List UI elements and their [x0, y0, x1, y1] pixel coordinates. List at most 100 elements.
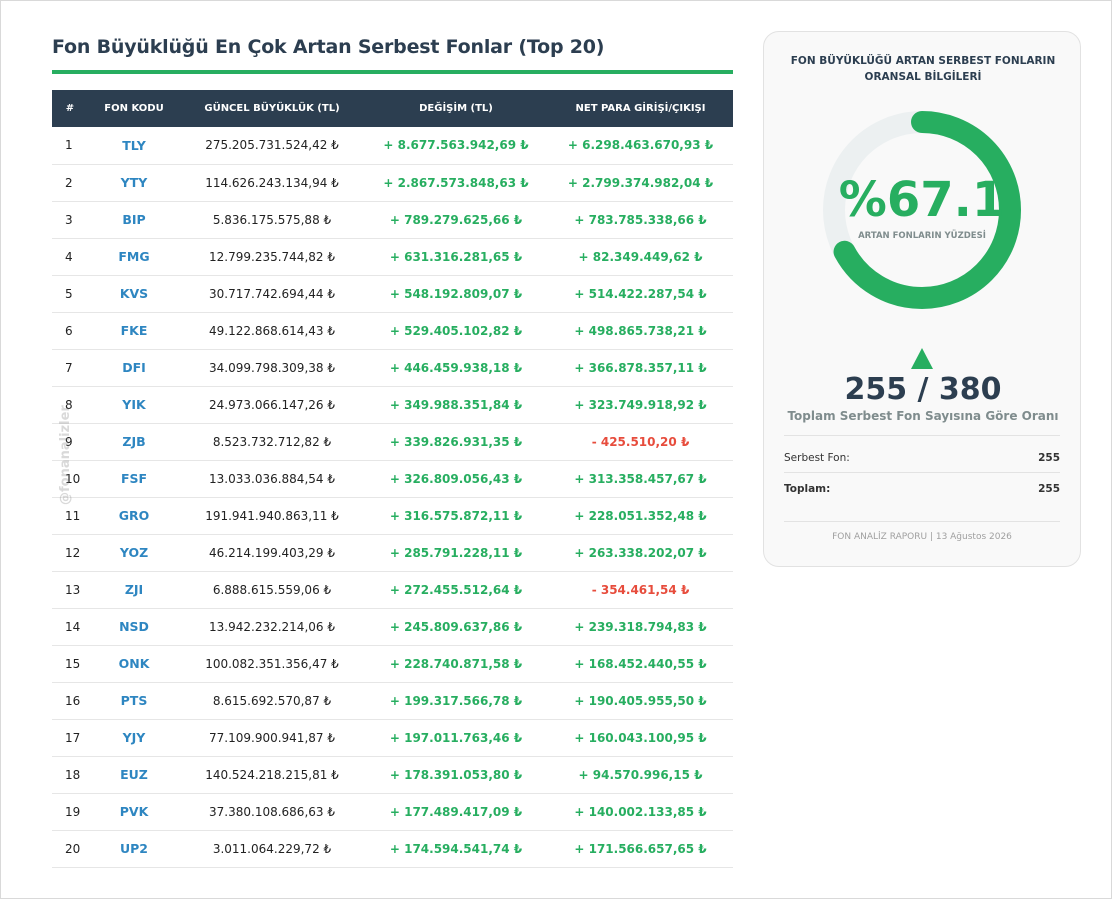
fund-code-link[interactable]: PTS	[88, 682, 180, 720]
table-row[interactable]: 20 UP2 3.011.064.229,72 ₺ + 174.594.541,74 …	[52, 830, 733, 868]
stat-row-toplam: Toplam: 255	[784, 474, 1060, 504]
card-footer: FON ANALİZ RAPORU | 13 Ağustos 2026	[832, 532, 1012, 542]
table-row[interactable]: 15 ONK 100.082.351.356,47 ₺ + 228.740.871,5…	[52, 645, 733, 683]
table-row[interactable]: 11 GRO 191.941.940.863,11 ₺ + 316.575.872,1…	[52, 497, 733, 535]
net-flow-cell: + 783.785.338,66 ₺	[548, 201, 733, 239]
net-flow-cell: + 6.298.463.670,93 ₺	[548, 127, 733, 165]
current-size-cell: 46.214.199.403,29 ₺	[180, 534, 364, 572]
row-index: 5	[52, 275, 88, 313]
net-flow-cell: + 323.749.918,92 ₺	[548, 386, 733, 424]
net-flow-cell: + 498.865.738,21 ₺	[548, 312, 733, 350]
table-row[interactable]: 8 YIK 24.973.066.147,26 ₺ + 349.988.351,84 …	[52, 386, 733, 424]
table-row[interactable]: 1 TLY 275.205.731.524,42 ₺ + 8.677.563.942,…	[52, 127, 733, 165]
row-index: 16	[52, 682, 88, 720]
net-flow-cell: + 160.043.100,95 ₺	[548, 719, 733, 757]
net-flow-cell: + 366.878.357,11 ₺	[548, 349, 733, 387]
table-body: 1 TLY 275.205.731.524,42 ₺ + 8.677.563.942,…	[52, 127, 733, 868]
change-cell: + 245.809.637,86 ₺	[364, 608, 548, 646]
net-flow-cell: + 140.002.133,85 ₺	[548, 793, 733, 831]
current-size-cell: 140.524.218.215,81 ₺	[180, 756, 364, 794]
row-index: 6	[52, 312, 88, 350]
change-cell: + 529.405.102,82 ₺	[364, 312, 548, 350]
current-size-cell: 13.033.036.884,54 ₺	[180, 460, 364, 498]
header-index[interactable]: #	[52, 90, 88, 127]
header-net-flow[interactable]: NET PARA GİRİŞİ/ÇIKIŞI	[548, 90, 733, 127]
header-change[interactable]: DEĞİŞİM (TL)	[364, 90, 548, 127]
gauge-label: ARTAN FONLARIN YÜZDESİ	[858, 231, 986, 241]
table-row[interactable]: 9 ZJB 8.523.732.712,82 ₺ + 339.826.931,35 ₺…	[52, 423, 733, 461]
gauge-progress-arc	[823, 111, 1021, 309]
fund-code-link[interactable]: BIP	[88, 201, 180, 239]
table-row[interactable]: 3 BIP 5.836.175.575,88 ₺ + 789.279.625,66 ₺…	[52, 201, 733, 239]
row-index: 4	[52, 238, 88, 276]
fund-code-link[interactable]: ONK	[88, 645, 180, 683]
row-index: 18	[52, 756, 88, 794]
row-index: 17	[52, 719, 88, 757]
current-size-cell: 100.082.351.356,47 ₺	[180, 645, 364, 683]
table-row[interactable]: 17 YJY 77.109.900.941,87 ₺ + 197.011.763,46…	[52, 719, 733, 757]
current-size-cell: 3.011.064.229,72 ₺	[180, 830, 364, 868]
table-row[interactable]: 5 KVS 30.717.742.694,44 ₺ + 548.192.809,07 …	[52, 275, 733, 313]
header-current-size[interactable]: GÜNCEL BÜYÜKLÜK (TL)	[180, 90, 364, 127]
table-row[interactable]: 7 DFI 34.099.798.309,38 ₺ + 446.459.938,18 …	[52, 349, 733, 387]
fund-code-link[interactable]: YTY	[88, 164, 180, 202]
change-cell: + 446.459.938,18 ₺	[364, 349, 548, 387]
fund-code-link[interactable]: KVS	[88, 275, 180, 313]
fund-code-link[interactable]: PVK	[88, 793, 180, 831]
row-index: 14	[52, 608, 88, 646]
current-size-cell: 6.888.615.559,06 ₺	[180, 571, 364, 609]
current-size-cell: 34.099.798.309,38 ₺	[180, 349, 364, 387]
table-row[interactable]: 14 NSD 13.942.232.214,06 ₺ + 245.809.637,86…	[52, 608, 733, 646]
fund-code-link[interactable]: ZJB	[88, 423, 180, 461]
fund-code-link[interactable]: FMG	[88, 238, 180, 276]
gauge-percentage-value: %67.1	[838, 172, 1006, 228]
current-size-cell: 77.109.900.941,87 ₺	[180, 719, 364, 757]
fund-code-link[interactable]: FSF	[88, 460, 180, 498]
ratio-value: 255 / 380	[844, 372, 1002, 407]
table-row[interactable]: 6 FKE 49.122.868.614,43 ₺ + 529.405.102,82 …	[52, 312, 733, 350]
header-fund-code[interactable]: FON KODU	[88, 90, 180, 127]
table-row[interactable]: 16 PTS 8.615.692.570,87 ₺ + 199.317.566,78 …	[52, 682, 733, 720]
fund-code-link[interactable]: YOZ	[88, 534, 180, 572]
row-index: 20	[52, 830, 88, 868]
row-index: 1	[52, 127, 88, 165]
funds-section: Fon Büyüklüğü En Çok Artan Serbest Fonla…	[52, 34, 733, 868]
table-row[interactable]: 13 ZJI 6.888.615.559,06 ₺ + 272.455.512,64 …	[52, 571, 733, 609]
table-row[interactable]: 19 PVK 37.380.108.686,63 ₺ + 177.489.417,09…	[52, 793, 733, 831]
table-row[interactable]: 4 FMG 12.799.235.744,82 ₺ + 631.316.281,65 …	[52, 238, 733, 276]
current-size-cell: 191.941.940.863,11 ₺	[180, 497, 364, 535]
net-flow-cell: + 82.349.449,62 ₺	[548, 238, 733, 276]
fund-code-link[interactable]: ZJI	[88, 571, 180, 609]
fund-code-link[interactable]: YIK	[88, 386, 180, 424]
fund-code-link[interactable]: YJY	[88, 719, 180, 757]
change-cell: + 339.826.931,35 ₺	[364, 423, 548, 461]
change-cell: + 285.791.228,11 ₺	[364, 534, 548, 572]
change-cell: + 199.317.566,78 ₺	[364, 682, 548, 720]
net-flow-cell: + 239.318.794,83 ₺	[548, 608, 733, 646]
stat-value: 255	[1038, 483, 1060, 495]
change-cell: + 228.740.871,58 ₺	[364, 645, 548, 683]
table-row[interactable]: 12 YOZ 46.214.199.403,29 ₺ + 285.791.228,11…	[52, 534, 733, 572]
change-cell: + 177.489.417,09 ₺	[364, 793, 548, 831]
fund-code-link[interactable]: GRO	[88, 497, 180, 535]
table-header-row: # FON KODU GÜNCEL BÜYÜKLÜK (TL) DEĞİŞİM …	[52, 90, 733, 127]
fund-code-link[interactable]: EUZ	[88, 756, 180, 794]
current-size-cell: 5.836.175.575,88 ₺	[180, 201, 364, 239]
fund-code-link[interactable]: DFI	[88, 349, 180, 387]
percentage-gauge	[823, 111, 1021, 309]
change-cell: + 2.867.573.848,63 ₺	[364, 164, 548, 202]
table-row[interactable]: 10 FSF 13.033.036.884,54 ₺ + 326.809.056,43…	[52, 460, 733, 498]
fund-code-link[interactable]: NSD	[88, 608, 180, 646]
net-flow-cell: + 514.422.287,54 ₺	[548, 275, 733, 313]
arrow-up-icon	[911, 348, 933, 369]
net-flow-cell: + 168.452.440,55 ₺	[548, 645, 733, 683]
table-row[interactable]: 2 YTY 114.626.243.134,94 ₺ + 2.867.573.848,…	[52, 164, 733, 202]
table-row[interactable]: 18 EUZ 140.524.218.215,81 ₺ + 178.391.053,8…	[52, 756, 733, 794]
fund-code-link[interactable]: TLY	[88, 127, 180, 165]
fund-code-link[interactable]: UP2	[88, 830, 180, 868]
fund-code-link[interactable]: FKE	[88, 312, 180, 350]
card-title: FON BÜYÜKLÜĞÜ ARTAN SERBEST FONLARIN ORA…	[790, 55, 1056, 83]
row-index: 8	[52, 386, 88, 424]
change-cell: + 197.011.763,46 ₺	[364, 719, 548, 757]
stat-label: Serbest Fon:	[784, 452, 850, 464]
